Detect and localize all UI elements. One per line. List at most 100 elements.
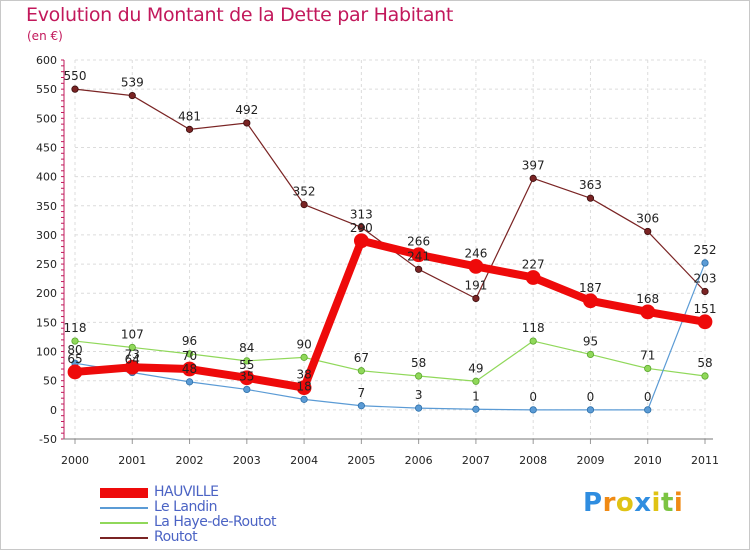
y-tick-label: 450 xyxy=(36,141,57,154)
data-label-le-landin: 0 xyxy=(587,390,595,404)
data-point-le-landin xyxy=(644,406,652,414)
data-label-le-landin: 1 xyxy=(472,389,480,403)
y-tick-label: 100 xyxy=(36,346,57,359)
data-point-hauville xyxy=(468,259,484,274)
data-point-hauville xyxy=(583,293,598,309)
data-label-routot: 492 xyxy=(235,103,258,117)
logo-letter: o xyxy=(615,488,635,518)
data-point-hauville xyxy=(697,314,713,330)
data-point-hauville xyxy=(182,361,197,377)
data-point-la-haye-de-routot xyxy=(529,337,537,345)
data-point-la-haye-de-routot xyxy=(357,367,365,375)
chart-title: Evolution du Montant de la Dette par Hab… xyxy=(26,4,454,26)
x-tick-label: 2001 xyxy=(118,454,146,467)
data-label-la-haye-de-routot: 118 xyxy=(522,321,545,335)
data-point-le-landin xyxy=(185,378,194,386)
data-label-la-haye-de-routot: 107 xyxy=(121,327,144,341)
data-label-la-haye-de-routot: 49 xyxy=(468,361,483,375)
y-tick-label: 300 xyxy=(36,229,57,242)
data-label-hauville: 65 xyxy=(67,352,82,366)
data-point-hauville xyxy=(411,247,427,263)
data-label-le-landin: 64 xyxy=(125,353,140,367)
legend-item-la-haye-de-routot: La Haye-de-Routot xyxy=(100,514,277,530)
data-label-le-landin: 35 xyxy=(239,369,254,383)
data-label-routot: 539 xyxy=(121,76,144,90)
series-line-le-landin xyxy=(74,262,706,411)
data-point-routot xyxy=(644,227,652,236)
data-label-routot: 241 xyxy=(407,249,430,263)
legend-label: La Haye-de-Routot xyxy=(154,514,277,530)
data-point-la-haye-de-routot xyxy=(300,353,308,361)
logo-letter: i xyxy=(651,488,661,518)
data-label-la-haye-de-routot: 58 xyxy=(697,356,712,370)
data-label-routot: 203 xyxy=(694,271,717,285)
y-tick-label: 500 xyxy=(36,112,57,125)
data-point-le-landin xyxy=(243,385,251,394)
legend-item-le-landin: Le Landin xyxy=(100,500,276,515)
data-point-le-landin xyxy=(300,395,308,403)
data-label-le-landin: 48 xyxy=(182,362,197,376)
series-line-la-haye-de-routot xyxy=(74,340,706,382)
y-tick-label: 150 xyxy=(36,316,57,329)
series-line-hauville xyxy=(74,236,706,392)
data-point-routot xyxy=(300,201,308,209)
x-tick-label: 2000 xyxy=(61,454,89,467)
data-point-routot xyxy=(586,194,595,202)
data-label-hauville: 73 xyxy=(125,347,140,361)
data-point-hauville xyxy=(67,364,83,380)
data-label-routot: 397 xyxy=(522,158,545,172)
data-label-le-landin: 7 xyxy=(358,386,366,400)
data-label-routot: 191 xyxy=(464,278,487,292)
data-label-routot: 306 xyxy=(636,211,659,225)
x-tick-label: 2011 xyxy=(691,454,719,467)
data-label-le-landin: 3 xyxy=(415,388,423,402)
data-point-la-haye-de-routot xyxy=(243,357,251,365)
logo-letter: P xyxy=(583,488,603,518)
data-point-routot xyxy=(128,91,136,100)
data-point-le-landin xyxy=(472,405,480,413)
legend-label: HAUVILLE xyxy=(154,484,219,500)
data-label-la-haye-de-routot: 84 xyxy=(239,341,254,355)
y-tick-label: 200 xyxy=(36,287,57,300)
data-point-le-landin xyxy=(415,404,423,412)
data-point-hauville xyxy=(640,304,656,320)
data-point-routot xyxy=(415,265,423,273)
logo-letter: t xyxy=(660,488,674,518)
legend-swatch xyxy=(100,536,148,539)
legend-swatch xyxy=(100,506,148,509)
data-label-hauville: 151 xyxy=(694,302,717,316)
data-point-hauville xyxy=(124,359,140,375)
data-point-routot xyxy=(357,223,365,231)
data-label-routot: 313 xyxy=(350,207,373,221)
data-point-hauville xyxy=(239,370,255,386)
data-point-routot xyxy=(472,294,480,303)
data-point-routot xyxy=(71,85,79,93)
y-tick-label: -50 xyxy=(39,433,57,446)
series-lines xyxy=(67,85,713,414)
x-tick-label: 2006 xyxy=(405,454,433,467)
data-label-le-landin: 18 xyxy=(296,379,311,393)
data-label-hauville: 290 xyxy=(350,221,373,235)
data-label-la-haye-de-routot: 58 xyxy=(411,356,426,370)
y-tick-label: 550 xyxy=(36,83,57,96)
data-label-la-haye-de-routot: 95 xyxy=(583,334,598,348)
data-label-routot: 352 xyxy=(293,185,316,199)
data-label-la-haye-de-routot: 96 xyxy=(182,334,197,348)
data-label-hauville: 168 xyxy=(636,292,659,306)
data-point-routot xyxy=(529,174,537,182)
data-label-le-landin: 0 xyxy=(644,390,652,404)
grid-lines xyxy=(74,59,706,440)
data-label-routot: 363 xyxy=(579,178,602,192)
y-tick-label: 400 xyxy=(36,171,57,184)
data-point-le-landin xyxy=(701,259,709,267)
y-tick-label: 50 xyxy=(43,375,57,388)
data-point-le-landin xyxy=(529,406,537,414)
data-point-la-haye-de-routot xyxy=(472,377,480,385)
logo-letter: x xyxy=(634,488,652,518)
data-point-la-haye-de-routot xyxy=(586,350,595,359)
x-tick-label: 2004 xyxy=(290,454,318,467)
data-label-routot: 481 xyxy=(178,109,201,123)
data-label-la-haye-de-routot: 71 xyxy=(640,348,655,362)
x-tick-label: 2003 xyxy=(233,454,261,467)
